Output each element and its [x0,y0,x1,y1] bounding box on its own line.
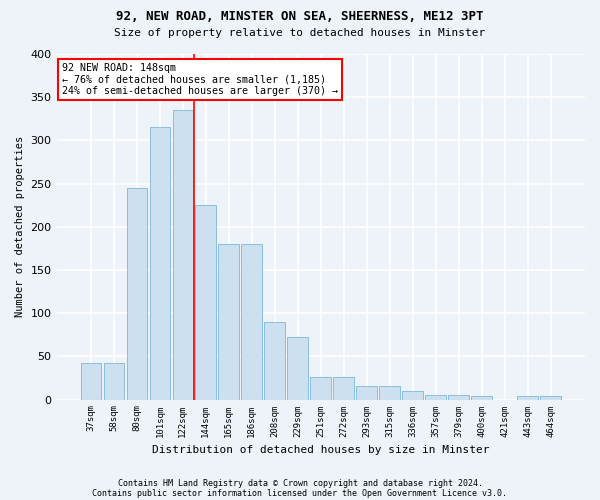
Bar [356,386,377,400]
Bar [173,110,193,400]
Bar [517,396,538,400]
Bar [80,364,101,400]
Bar [448,395,469,400]
Bar [127,188,147,400]
Bar [403,391,423,400]
Bar [310,377,331,400]
Text: Contains public sector information licensed under the Open Government Licence v3: Contains public sector information licen… [92,488,508,498]
Text: 92 NEW ROAD: 148sqm
← 76% of detached houses are smaller (1,185)
24% of semi-det: 92 NEW ROAD: 148sqm ← 76% of detached ho… [62,62,338,96]
Bar [472,396,492,400]
Bar [334,377,354,400]
Bar [540,396,561,400]
Text: Size of property relative to detached houses in Minster: Size of property relative to detached ho… [115,28,485,38]
Bar [379,386,400,400]
X-axis label: Distribution of detached houses by size in Minster: Distribution of detached houses by size … [152,445,490,455]
Bar [104,364,124,400]
Bar [241,244,262,400]
Bar [196,205,216,400]
Bar [218,244,239,400]
Bar [149,128,170,400]
Text: 92, NEW ROAD, MINSTER ON SEA, SHEERNESS, ME12 3PT: 92, NEW ROAD, MINSTER ON SEA, SHEERNESS,… [116,10,484,23]
Y-axis label: Number of detached properties: Number of detached properties [15,136,25,318]
Bar [425,395,446,400]
Text: Contains HM Land Registry data © Crown copyright and database right 2024.: Contains HM Land Registry data © Crown c… [118,478,482,488]
Bar [265,322,285,400]
Bar [287,338,308,400]
